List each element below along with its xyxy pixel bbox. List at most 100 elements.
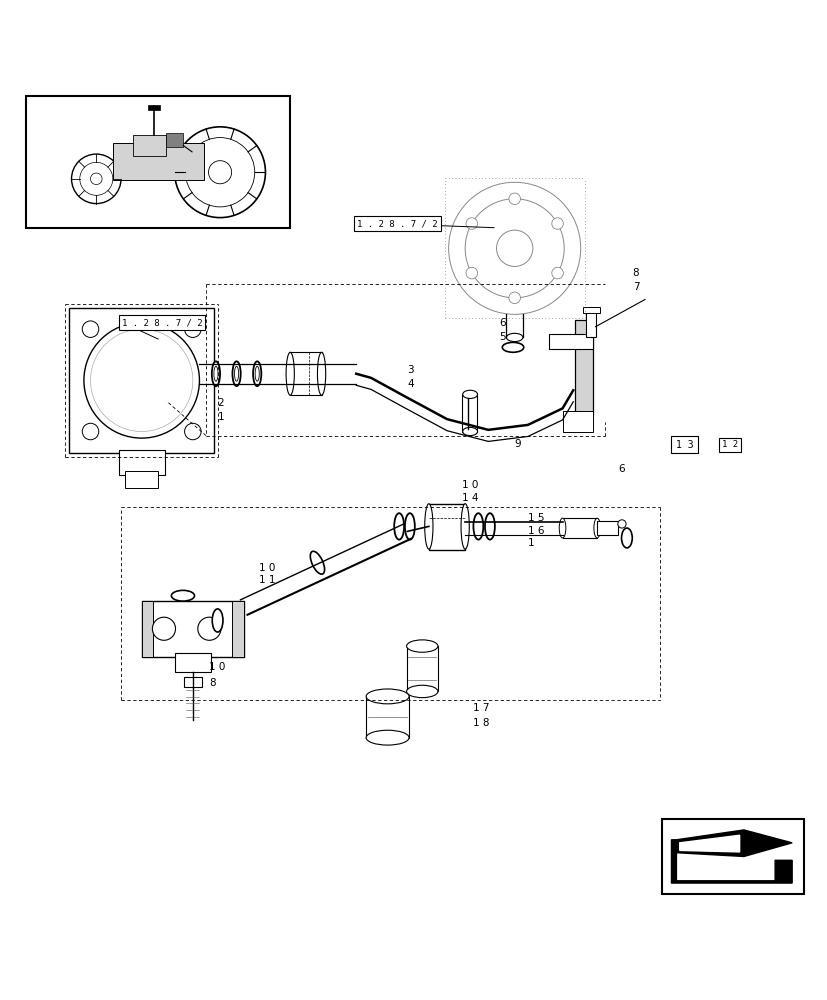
Circle shape [84,323,199,438]
Circle shape [174,127,265,218]
Text: 1: 1 [528,538,534,548]
Text: 1: 1 [218,412,224,422]
Ellipse shape [485,513,495,540]
Circle shape [90,173,102,185]
Circle shape [79,162,112,195]
Bar [141,601,153,657]
Ellipse shape [461,504,469,549]
Circle shape [82,423,98,440]
Ellipse shape [212,609,222,632]
Bar [118,450,165,475]
Bar [366,696,409,738]
Bar [428,504,465,550]
Circle shape [198,617,221,640]
Circle shape [509,193,520,205]
Ellipse shape [171,590,194,601]
Text: 1 8: 1 8 [473,718,490,728]
Bar [562,518,596,538]
Text: 1 . 2 8 . 7 / 2: 1 . 2 8 . 7 / 2 [122,318,203,327]
Ellipse shape [404,513,414,540]
Polygon shape [679,835,739,852]
Text: 5: 5 [499,332,505,342]
Bar [461,394,476,432]
Circle shape [185,138,255,207]
Ellipse shape [317,352,325,395]
Ellipse shape [286,352,294,395]
Ellipse shape [593,518,600,538]
Text: 9: 9 [514,439,521,449]
Circle shape [466,218,477,229]
Ellipse shape [424,504,433,549]
Circle shape [98,337,185,424]
Bar [26,96,290,228]
Ellipse shape [473,513,483,540]
Ellipse shape [212,361,220,386]
Ellipse shape [366,689,409,704]
Text: 1 1: 1 1 [259,575,275,585]
Circle shape [82,321,98,337]
Bar [112,143,203,180]
Ellipse shape [232,361,241,386]
Text: 1 6: 1 6 [528,526,543,536]
Bar [125,471,158,488]
Polygon shape [671,830,791,883]
Circle shape [184,321,201,337]
Bar [547,334,592,349]
Ellipse shape [406,640,437,652]
Ellipse shape [462,427,477,436]
Circle shape [551,267,562,279]
Ellipse shape [234,366,238,381]
Bar [69,308,214,453]
Bar [562,411,592,432]
Ellipse shape [406,685,437,698]
Bar [406,646,437,691]
Ellipse shape [213,366,218,381]
Bar [582,307,599,313]
Ellipse shape [255,366,259,381]
Text: 3: 3 [407,365,414,375]
Text: 1 2: 1 2 [721,440,737,449]
Text: 8: 8 [209,678,216,688]
Text: 1 4: 1 4 [461,493,478,503]
Text: 6: 6 [618,464,624,474]
Bar [574,320,592,415]
Bar [166,133,183,147]
Bar [586,312,595,337]
Circle shape [184,423,201,440]
Circle shape [466,267,477,279]
Bar [184,677,202,687]
Text: 2: 2 [218,398,224,408]
Circle shape [617,520,625,528]
Ellipse shape [462,390,477,398]
Text: 8: 8 [632,268,638,278]
Circle shape [90,329,193,432]
Text: 1 7: 1 7 [473,703,490,713]
Circle shape [71,154,121,204]
Text: 1 0: 1 0 [259,563,275,573]
Ellipse shape [394,513,404,540]
Ellipse shape [366,730,409,745]
Ellipse shape [621,528,632,548]
Ellipse shape [253,361,261,386]
Bar [133,135,166,156]
Bar [596,521,617,535]
Ellipse shape [558,518,565,538]
Text: 1 0: 1 0 [209,662,226,672]
Text: 6: 6 [499,318,505,328]
Bar [174,653,211,672]
Text: 1 5: 1 5 [528,513,543,523]
Circle shape [152,617,175,640]
Circle shape [465,199,563,298]
Circle shape [551,218,562,229]
Text: 1 . 2 8 . 7 / 2: 1 . 2 8 . 7 / 2 [356,219,437,228]
Circle shape [208,161,232,184]
Text: 4: 4 [407,379,414,389]
Bar [290,352,321,395]
Circle shape [509,292,520,304]
Bar [661,819,802,894]
Circle shape [114,353,169,408]
Text: 1 0: 1 0 [461,480,478,490]
Circle shape [448,182,580,314]
Bar [671,436,697,453]
Text: 7: 7 [632,282,638,292]
